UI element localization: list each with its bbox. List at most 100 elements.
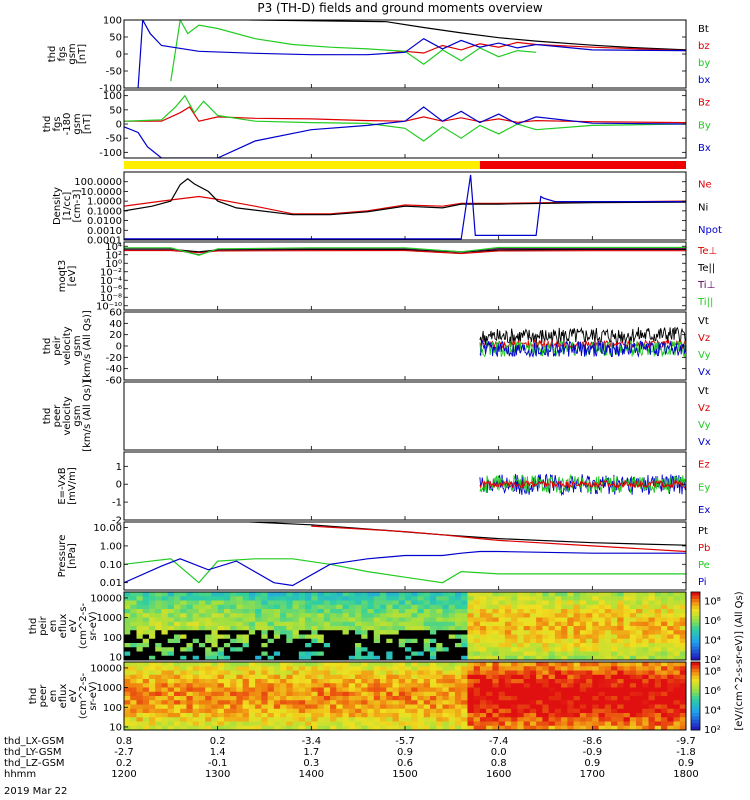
spectrogram-cell (492, 613, 500, 619)
spectrogram-cell (317, 604, 325, 610)
spectrogram-cell (261, 687, 269, 693)
spectrogram-cell (517, 717, 525, 723)
spectrogram-cell (305, 666, 312, 672)
spectrogram-cell (573, 617, 581, 623)
spectrogram-cell (623, 708, 631, 714)
spectrogram-cell (223, 630, 231, 636)
spectrogram-cell (348, 626, 356, 631)
spectrogram-cell (211, 696, 219, 701)
spectrogram-cell (492, 721, 500, 727)
spectrogram-cell (298, 700, 306, 706)
spectrogram-cell (205, 626, 213, 631)
spectrogram-cell (661, 651, 668, 657)
spectrogram-cell (298, 609, 306, 614)
spectrogram-cell (636, 651, 643, 657)
spectrogram-cell (586, 613, 593, 619)
spectrogram-cell (454, 647, 462, 653)
spectrogram-cell (311, 679, 319, 684)
spectrogram-cell (586, 630, 593, 636)
spectrogram-cell (498, 643, 506, 648)
spectrogram-cell (648, 651, 656, 657)
spectrogram-cell (586, 592, 593, 597)
spectrogram-cell (186, 683, 194, 689)
spectrogram-cell (205, 679, 213, 684)
y-axis-label: thd (28, 618, 39, 635)
spectrogram-cell (261, 704, 269, 710)
spectrogram-cell (348, 704, 356, 710)
spectrogram-cell (467, 666, 475, 672)
spectrogram-cell (155, 725, 163, 730)
spectrogram-cell (411, 717, 419, 723)
spectrogram-cell (554, 662, 562, 667)
spectrogram-cell (242, 725, 250, 730)
spectrogram-cell (561, 674, 568, 680)
spectrogram-cell (342, 643, 350, 648)
spectrogram-cell (198, 643, 206, 648)
spectrogram-cell (517, 647, 525, 653)
spectrogram-cell (473, 604, 481, 610)
spectrogram-cell (255, 700, 262, 706)
y-axis-label: peer (52, 404, 63, 428)
spectrogram-cell (167, 613, 175, 619)
spectrogram-cell (248, 630, 256, 636)
spectrogram-cell (180, 609, 188, 614)
spectrogram-cell (180, 717, 188, 723)
spectrogram-cell (367, 592, 375, 597)
spectrogram-cell (298, 696, 306, 701)
spectrogram-cell (598, 600, 606, 606)
spectrogram-cell (467, 609, 475, 614)
spectrogram-cell (579, 655, 587, 660)
spectrogram-cell (473, 725, 481, 730)
spectrogram-cell (623, 687, 631, 693)
spectrogram-cell (623, 666, 631, 672)
spectrogram-cell (661, 662, 668, 667)
spectrogram-cell (436, 708, 444, 714)
spectrogram-cell (230, 617, 237, 623)
panel-6: thd peer velocity gsm [km/s (All Qs)] VtVzVyV… (42, 380, 711, 452)
spectrogram-cell (598, 638, 606, 644)
spectrogram-cell (192, 647, 200, 653)
spectrogram-cell (498, 655, 506, 660)
spectrogram-cell (373, 630, 381, 636)
spectrogram-cell (186, 638, 194, 644)
spectrogram-cell (217, 634, 225, 640)
spectrogram-cell (611, 700, 618, 706)
spectrogram-cell (248, 638, 256, 644)
spectrogram-cell (642, 670, 650, 676)
spectrogram-cell (305, 647, 312, 653)
spectrogram-cell (536, 666, 543, 672)
spectrogram-cell (573, 679, 581, 684)
spectrogram-cell (148, 609, 156, 614)
spectrogram-cell (230, 696, 237, 701)
spectrogram-cell (130, 626, 138, 631)
spectrogram-cell (592, 725, 600, 730)
spectrogram-cell (498, 604, 506, 610)
spectrogram-cell (479, 708, 487, 714)
spectrogram-cell (417, 638, 425, 644)
spectrogram-cell (523, 655, 531, 660)
spectrogram-cell (654, 683, 662, 689)
spectrogram-cell (230, 621, 237, 627)
spectrogram-cell (142, 700, 150, 706)
y-tick-label: 60 (109, 308, 122, 319)
spectrogram-cell (155, 600, 163, 606)
spectrogram-cell (192, 717, 200, 723)
ephemeris-value: 1400 (299, 769, 324, 780)
spectrogram-cell (198, 696, 206, 701)
spectrogram-cell (255, 687, 262, 693)
spectrogram-cell (361, 617, 369, 623)
spectrogram-cell (642, 626, 650, 631)
legend-entry: Te⊥ (697, 246, 717, 257)
spectrogram-cell (124, 662, 131, 667)
spectrogram-cell (536, 596, 543, 602)
spectrogram-cell (486, 725, 494, 730)
spectrogram-cell (186, 670, 194, 676)
spectrogram-cell (286, 725, 294, 730)
spectrogram-cell (130, 704, 138, 710)
spectrogram-cell (486, 704, 494, 710)
spectrogram-cell (192, 696, 200, 701)
spectrogram-cell (336, 674, 344, 680)
spectrogram-cell (679, 721, 686, 727)
spectrogram-cell (405, 638, 412, 644)
